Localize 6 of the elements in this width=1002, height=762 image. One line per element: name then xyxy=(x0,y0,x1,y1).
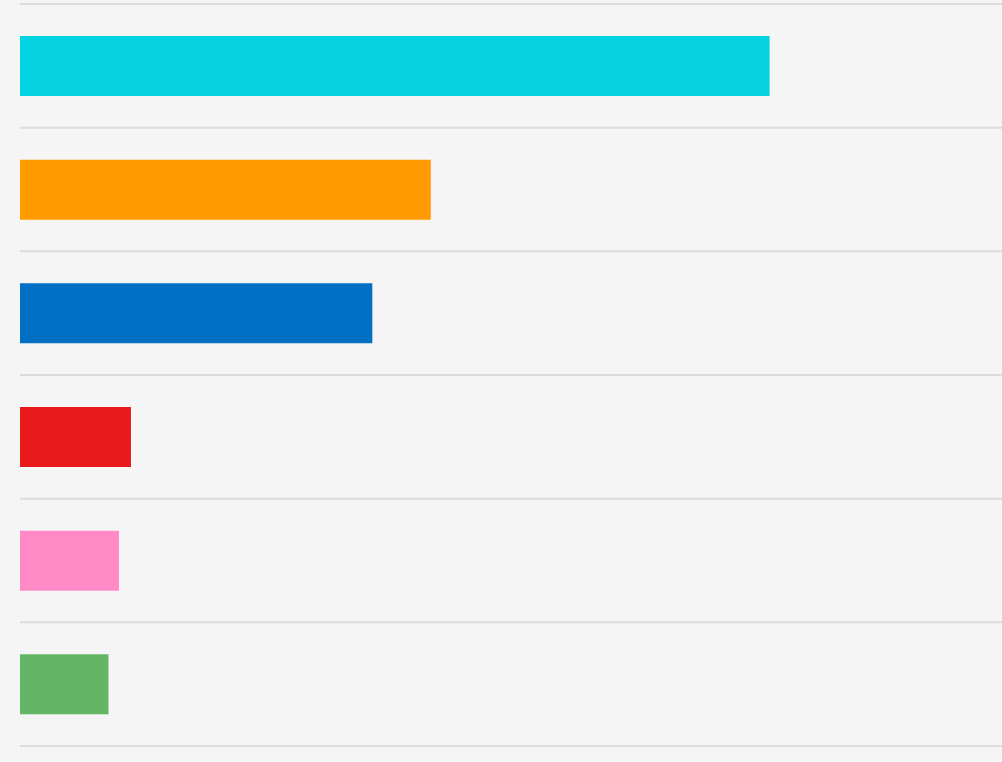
bar xyxy=(20,36,770,96)
bar xyxy=(20,654,109,715)
bar xyxy=(20,407,131,467)
bar xyxy=(20,283,373,344)
bar xyxy=(20,530,119,591)
bar xyxy=(20,159,431,220)
